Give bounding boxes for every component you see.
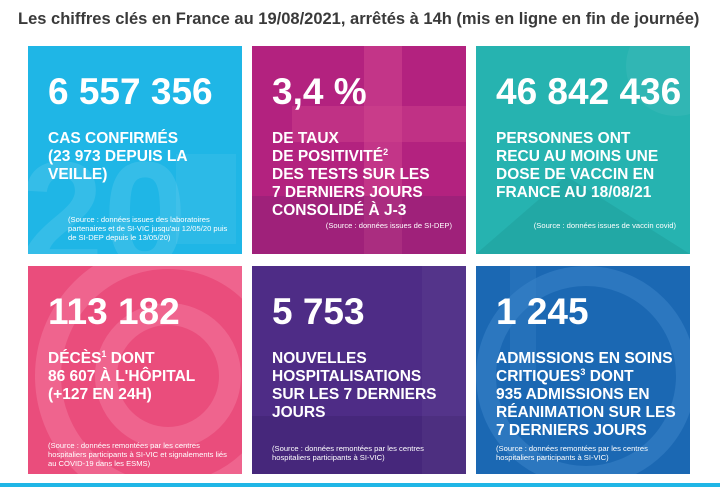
tile-label-line: DONT [585, 368, 634, 385]
tile-label-line: RECU AU MOINS UNE [496, 148, 659, 165]
tile-label-line: (+127 EN 24H) [48, 386, 152, 403]
tile-label-line: JOURS [272, 404, 326, 421]
tile-label-line: (23 973 DEPUIS LA [48, 148, 188, 165]
footnote-marker: 2 [383, 146, 389, 157]
tile-label-line: CRITIQUES [496, 368, 581, 385]
decorative-numeral-background: 20 [28, 130, 236, 254]
tile-number: 46 842 436 [496, 71, 682, 112]
tile-label-line: DE POSITIVITÉ [272, 148, 384, 165]
tile-label-line: 7 DERNIERS JOURS [272, 184, 423, 201]
decorative-shape-background [476, 46, 690, 254]
tile-label-line: DE TAUX [272, 130, 339, 147]
tile-source-note: (Source : données issues de vaccin covid… [533, 221, 676, 230]
page-title: Les chiffres clés en France au 19/08/202… [18, 10, 700, 28]
bottom-divider [0, 483, 720, 487]
tile-label-line: 7 DERNIERS JOURS [496, 422, 647, 439]
decorative-shape-background [252, 266, 466, 474]
decorative-arc-background [476, 266, 690, 474]
footnote-marker: 3 [580, 366, 586, 377]
tile-deaths: 113 182 DÉCÈS1 DONT 86 607 À L'HÔPITAL (… [28, 266, 242, 474]
footnote-marker: 1 [101, 348, 107, 359]
tile-source-note: (Source : données remontées par les cent… [496, 444, 648, 462]
tile-new-hospitalisations: 5 753 NOUVELLES HOSPITALISATIONS SUR LES… [252, 266, 466, 474]
tile-number: 5 753 [272, 291, 365, 332]
tile-source-note: (Source : données issues de SI-DEP) [325, 221, 452, 230]
tile-source-note: (Source : données remontées par les cent… [48, 441, 227, 468]
svg-text:20: 20 [28, 130, 187, 254]
tile-label-line: ADMISSIONS EN SOINS [496, 350, 673, 367]
tile-number: 1 245 [496, 291, 589, 332]
tile-source-note: (Source : données remontées par les cent… [272, 444, 424, 462]
tile-label-line: VEILLE) [48, 166, 108, 183]
tile-label-line: PERSONNES ONT [496, 130, 631, 147]
tile-number: 6 557 356 [48, 71, 213, 112]
tile-confirmed-cases: 20 6 557 356 CAS CONFIRMÉS (23 973 DEPUI… [28, 46, 242, 254]
tile-label-line: SUR LES 7 DERNIERS [272, 386, 437, 403]
tile-number: 3,4 % [272, 71, 367, 112]
tile-label-line: DOSE DE VACCIN EN [496, 166, 655, 183]
tile-label-line: DONT [106, 350, 155, 367]
tile-label-line: FRANCE AU 18/08/21 [496, 184, 652, 201]
tile-label-line: 935 ADMISSIONS EN [496, 386, 650, 403]
tile-label-line: CAS CONFIRMÉS [48, 130, 179, 147]
tile-label-line: 86 607 À L'HÔPITAL [48, 368, 196, 385]
tile-label-line: RÉANIMATION SUR LES [496, 404, 676, 421]
tile-label: CAS CONFIRMÉS (23 973 DEPUIS LA VEILLE) [48, 130, 230, 184]
tile-label: ADMISSIONS EN SOINS CRITIQUES3 DONT 935 … [496, 350, 678, 440]
tile-label: DE TAUX DE POSITIVITÉ2 DES TESTS SUR LES… [272, 130, 454, 220]
tile-critical-care-admissions: 1 245 ADMISSIONS EN SOINS CRITIQUES3 DON… [476, 266, 690, 474]
tile-positivity-rate: 3,4 % DE TAUX DE POSITIVITÉ2 DES TESTS S… [252, 46, 466, 254]
tile-label: NOUVELLES HOSPITALISATIONS SUR LES 7 DER… [272, 350, 454, 422]
tile-label: DÉCÈS1 DONT 86 607 À L'HÔPITAL (+127 EN … [48, 348, 230, 404]
tile-label: PERSONNES ONT RECU AU MOINS UNE DOSE DE … [496, 130, 678, 202]
tile-label-line: DES TESTS SUR LES [272, 166, 430, 183]
decorative-rings-background [35, 266, 242, 474]
decorative-plus-background [252, 46, 466, 254]
tile-source-note: (Source : données issues des laboratoire… [68, 215, 228, 242]
tile-label-line: HOSPITALISATIONS [272, 368, 422, 385]
tile-label-line: NOUVELLES [272, 350, 367, 367]
tile-vaccinated: 46 842 436 PERSONNES ONT RECU AU MOINS U… [476, 46, 690, 254]
tile-number: 113 182 [48, 291, 180, 332]
tile-label-line: CONSOLIDÉ À J-3 [272, 202, 407, 219]
tile-label-line: DÉCÈS [48, 350, 102, 367]
